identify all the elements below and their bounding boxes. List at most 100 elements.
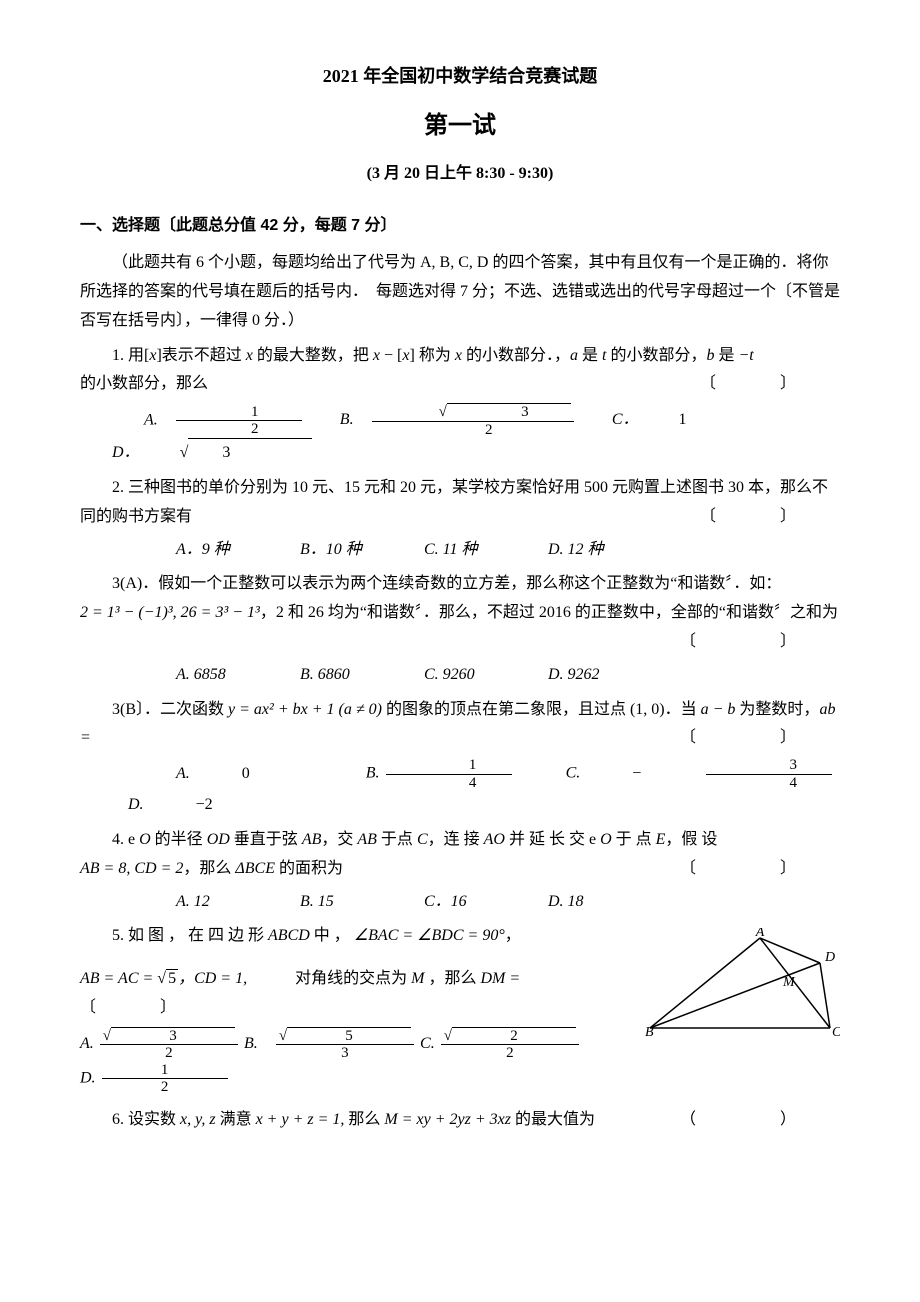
q3b-expr: y = ax² + bx + 1 (a ≠ 0) — [228, 701, 382, 718]
q5-b-label: B. — [244, 1035, 258, 1052]
q5-c-den: 2 — [441, 1045, 579, 1062]
q1-var-x2: x — [246, 347, 253, 364]
q3b-opt-b: B. 14 — [318, 757, 514, 791]
q1-a-den: 2 — [176, 421, 302, 438]
q3a-opt-a: A. 6858 — [128, 661, 248, 690]
q3b-answer-bracket: 〔 〕 — [648, 724, 800, 753]
question-4-cont: AB = 8, CD = 2，那么 ΔBCE 的面积为 〔 〕 — [80, 855, 840, 884]
q2-opt-a: A．9 种 — [128, 536, 248, 565]
q2-opt-d: D. 12 种 — [500, 536, 620, 565]
q4-t3: 垂直于弦 — [230, 831, 302, 848]
q1-b-den: 2 — [372, 422, 574, 439]
q1-t3: 称为 — [419, 347, 451, 364]
q5-d-label: D. — [80, 1069, 96, 1086]
q5-t4: 对角线的交点为 — [247, 970, 411, 987]
q1-options: A. 12 B. 32 C． 1 D． 3 — [80, 403, 840, 468]
exam-time: (3 月 20 日上午 8:30 - 9:30) — [80, 160, 840, 189]
q2-options: A．9 种 B．10 种 C. 11 种 D. 12 种 — [80, 536, 840, 565]
q4-opt-b: B. 15 — [252, 888, 372, 917]
fig-label-a: A — [755, 928, 765, 940]
q1-answer-bracket: 〔 〕 — [700, 370, 800, 399]
q6-vars: x, y, z — [180, 1111, 216, 1128]
q5-a-label: A. — [80, 1035, 94, 1052]
q5-a-rad: 3 — [111, 1027, 235, 1045]
q1-var-t: t — [602, 347, 606, 364]
q1-t7: 是 — [718, 347, 734, 364]
q5-opt-d: D. 12 — [80, 1062, 230, 1096]
q6-t3: 那么 — [344, 1111, 384, 1128]
q1-var-negt: −t — [738, 347, 753, 364]
q5-t3: ， — [505, 927, 521, 944]
q1-var-x5: x — [455, 347, 462, 364]
q5-t2: 中 ， — [310, 927, 354, 944]
q5-cond-rad: 5 — [166, 969, 178, 987]
q5-cond-prefix: AB = AC = — [80, 970, 157, 987]
q1-a-num: 1 — [176, 404, 302, 422]
q3b-a-val: 0 — [194, 760, 314, 789]
q5-t5: ，那么 — [424, 970, 480, 987]
fig-label-b: B — [645, 1025, 654, 1038]
q1-c-val: 1 — [647, 406, 767, 435]
q6-answer-bracket: （ ） — [648, 1106, 800, 1135]
q3b-c-sign: − — [584, 760, 704, 789]
q3b-mid2: 为整数时， — [735, 701, 819, 718]
q1-text: 1. 用 — [112, 347, 144, 364]
q4-E: E — [656, 831, 666, 848]
q1-opt-c: C． 1 — [580, 406, 767, 435]
q3b-b-num: 1 — [386, 757, 512, 775]
q6-t2: 满意 — [216, 1111, 256, 1128]
q5-d-den: 2 — [102, 1079, 228, 1096]
q3b-opt-d: D. −2 — [80, 791, 268, 820]
q5-t1: 5. 如 图 ， 在 四 边 形 — [112, 927, 268, 944]
q1-a-label: A. — [144, 411, 158, 428]
q3b-a-label: A. — [176, 765, 190, 782]
q4-opt-a: A. 12 — [128, 888, 248, 917]
q4-t1: 4. e — [112, 831, 139, 848]
q3a-line1b: ，2 和 26 均为“和谐数〞．那么，不超过 2016 的正整数中，全部的“和谐… — [260, 604, 838, 621]
q3a-answer-bracket: 〔 〕 — [680, 628, 800, 657]
q4-t9: ，假 设 — [665, 831, 717, 848]
q4-OD: OD — [207, 831, 230, 848]
q5-angle: ∠BAC = ∠BDC = 90° — [354, 927, 505, 944]
q3b-opt-a: A. 0 — [128, 760, 314, 789]
question-4: 4. e O 的半径 OD 垂直于弦 AB，交 AB 于点 C，连 接 AO 并… — [80, 826, 840, 855]
q1-var-x: x — [149, 347, 156, 364]
q1-t: 表示不超过 — [162, 347, 242, 364]
q1-opt-d: D． 3 — [80, 438, 312, 468]
question-3b: 3(B〕．二次函数 y = ax² + bx + 1 (a ≠ 0) 的图象的顶… — [80, 696, 840, 754]
q3b-c-den: 4 — [706, 775, 832, 792]
q5-abcd: ABCD — [268, 927, 310, 944]
q1-t2: 的最大整数，把 — [257, 347, 369, 364]
q1-var-b: b — [706, 347, 714, 364]
q3b-opt-c: C. −34 — [518, 757, 835, 791]
q1-var-x4: x — [402, 347, 409, 364]
q3b-d-val: −2 — [148, 791, 268, 820]
q6-t4: 的最大值为 — [511, 1111, 595, 1128]
q4-area: ΔBCE — [235, 860, 275, 877]
q4-opt-d: D. 18 — [500, 888, 620, 917]
q4-answer-bracket: 〔 〕 — [680, 855, 800, 884]
q3b-cond: a − b — [701, 701, 736, 718]
question-1: 1. 用[x]表示不超过 x 的最大整数，把 x − [x] 称为 x 的小数部… — [80, 342, 840, 371]
q4-opt-c: C．16 — [376, 888, 496, 917]
q4-O2: O — [600, 831, 612, 848]
q3a-opt-d: D. 9262 — [500, 661, 620, 690]
q2-opt-b: B．10 种 — [252, 536, 372, 565]
q5-DM: DM = — [480, 970, 520, 987]
q1-opt-b: B. 32 — [308, 403, 576, 438]
exam-title: 2021 年全国初中数学结合竞赛试题 — [80, 60, 840, 92]
q4-t4: ，交 — [321, 831, 357, 848]
q3a-expr: 2 = 1³ − (−1)³, 26 = 3³ − 1³ — [80, 604, 260, 621]
q1-opt-a: A. 12 — [112, 404, 304, 438]
question-1-continued: 的小数部分，那么 〔 〕 — [80, 370, 840, 399]
q1-t4: 的小数部分．， — [466, 347, 570, 364]
q5-b-den: 3 — [276, 1045, 414, 1062]
q4-C: C — [417, 831, 428, 848]
q5-opt-a: A. 32 — [80, 1027, 240, 1062]
q1-t5: 是 — [582, 347, 598, 364]
q4-t10: ，那么 — [183, 860, 235, 877]
q5-c-rad: 2 — [452, 1027, 576, 1045]
q3b-d-label: D. — [128, 796, 144, 813]
q4-AB: AB — [302, 831, 322, 848]
q1-var-x3: x — [373, 347, 380, 364]
